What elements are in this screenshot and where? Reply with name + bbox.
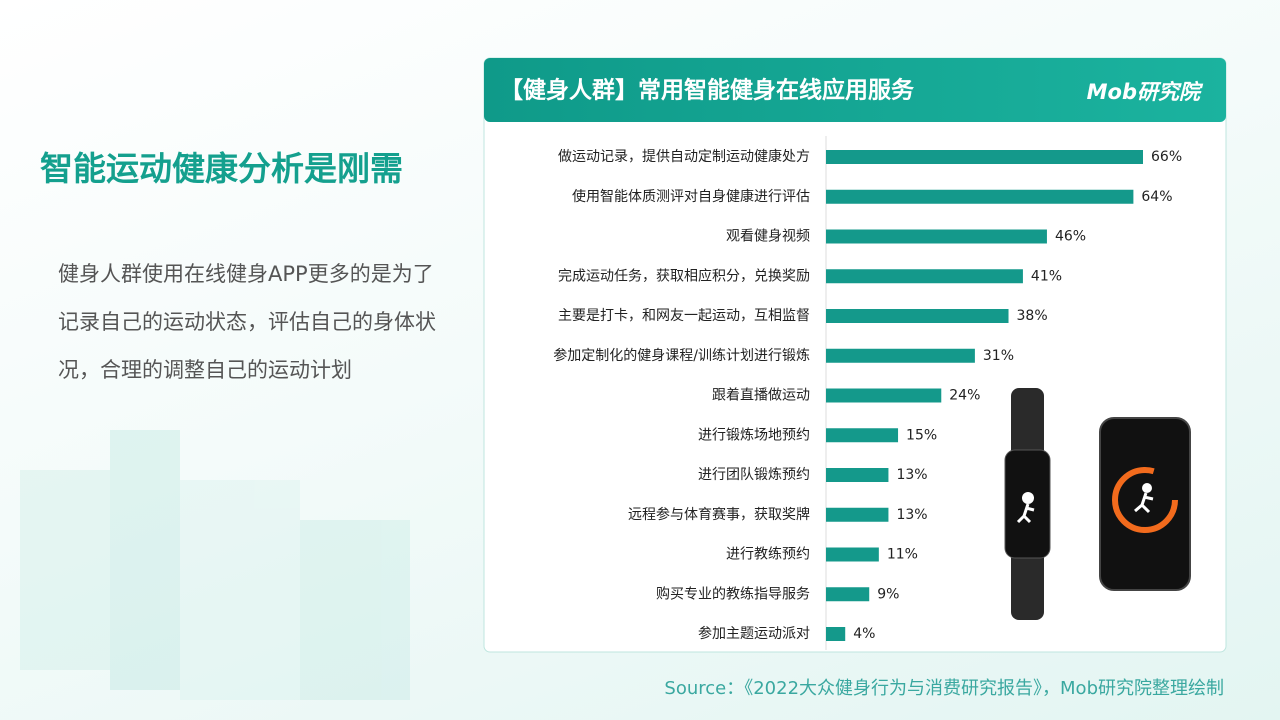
category-label: 做运动记录，提供自动定制运动健康处方 [558,148,810,165]
category-label: 完成运动任务，获取相应积分，兑换奖励 [558,267,810,284]
category-label: 主要是打卡，和网友一起运动，互相监督 [558,307,810,324]
logo: Mob研究院 [1087,80,1204,104]
bar [826,627,846,641]
category-label: 进行教练预约 [726,547,810,563]
bar [826,269,1023,284]
watch [1004,388,1051,620]
value-label: 11% [887,547,918,563]
category-label: 购买专业的教练指导服务 [656,586,810,602]
bar [826,428,899,443]
chart-title: 【健身人群】常用智能健身在线应用服务 [500,77,915,104]
value-label: 24% [949,388,980,404]
bar [826,189,1134,204]
bar [826,587,870,602]
bar [826,309,1009,323]
value-label: 31% [983,348,1014,364]
value-label: 41% [1031,268,1062,284]
value-label: 46% [1055,229,1086,245]
source: Source：《2022大众健身行为与消费研究报告》，Mob研究院整理绘制 [664,678,1224,699]
phone [1099,417,1191,591]
bar [826,229,1047,244]
category-label: 进行团队锻炼预约 [698,467,810,483]
value-label: 13% [896,507,927,523]
value-label: 15% [906,427,937,443]
bar [826,388,942,403]
category-label: 使用智能体质测评对自身健康进行评估 [572,188,810,205]
description: 健身人群使用在线健身APP更多的是为了记录自己的运动状态，评估自己的身体状况，合… [58,262,436,382]
slide-title: 智能运动健康分析是刚需 [40,149,403,188]
category-label: 观看健身视频 [726,229,810,245]
bar [826,348,975,363]
value-label: 66% [1151,149,1182,165]
bar [826,150,1143,164]
panel-header [484,58,1226,122]
category-label: 参加定制化的健身课程/训练计划进行锻炼 [553,347,810,364]
value-label: 13% [896,467,927,483]
bar [826,547,879,562]
bar [826,468,889,482]
category-label: 参加主题运动派对 [698,625,810,642]
category-label: 远程参与体育赛事，获取奖牌 [628,506,810,523]
value-label: 9% [877,586,899,602]
value-label: 38% [1017,308,1048,324]
bar [826,507,889,522]
value-label: 4% [853,626,875,642]
category-label: 进行锻炼场地预约 [698,427,810,443]
value-label: 64% [1141,189,1172,205]
category-label: 跟着直播做运动 [712,387,810,404]
buildings [20,430,410,700]
